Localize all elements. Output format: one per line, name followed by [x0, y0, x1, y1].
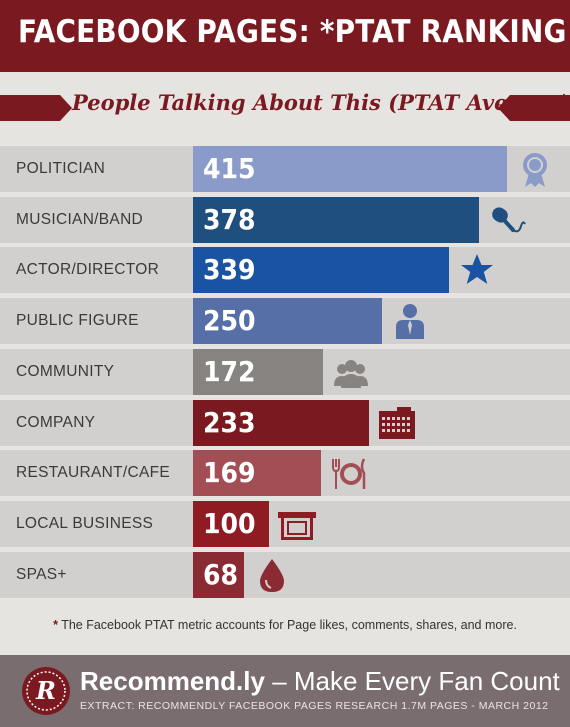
- brand-line: Recommend.ly – Make Every Fan Count: [80, 666, 560, 697]
- category-label: SPAS+: [16, 565, 67, 583]
- row-background: [0, 551, 570, 598]
- bar: [193, 500, 269, 547]
- person-icon: [390, 301, 430, 341]
- logo-letter: R: [35, 676, 56, 705]
- chart-row: RESTAURANT/CAFE 169: [0, 450, 570, 497]
- footnote-marker: *: [53, 618, 58, 632]
- storefront-icon: [277, 504, 317, 544]
- category-label: MUSICIAN/BAND: [16, 210, 144, 228]
- microphone-icon: [487, 200, 527, 240]
- chart-row: MUSICIAN/BAND 378: [0, 196, 570, 243]
- category-label: LOCAL BUSINESS: [16, 514, 154, 532]
- drop-icon: [252, 555, 292, 595]
- data-label: 415: [203, 152, 256, 185]
- chart-row: SPAS+ 68: [0, 551, 570, 598]
- data-label: 250: [203, 304, 256, 338]
- ribbon-arrow-right: [498, 95, 510, 121]
- group-icon: [331, 352, 371, 392]
- bar: [193, 551, 245, 598]
- bar: [193, 298, 383, 345]
- category-label: POLITICIAN: [16, 160, 106, 177]
- category-label: RESTAURANT/CAFE: [16, 464, 171, 482]
- data-label: 378: [203, 202, 256, 236]
- ribbon-arrow-left: [60, 95, 72, 121]
- brand-tagline: – Make Every Fan Count: [272, 666, 560, 696]
- brand-name: Recommend.ly: [80, 666, 265, 696]
- chart-row: COMPANY 233: [0, 399, 570, 446]
- chart-row: ACTOR/DIRECTOR 339: [0, 247, 570, 294]
- data-label: 172: [203, 354, 256, 388]
- footnote: * The Facebook PTAT metric accounts for …: [0, 618, 570, 632]
- data-label: 100: [203, 506, 256, 540]
- star-icon: [457, 250, 497, 290]
- bar: [193, 399, 370, 446]
- bar: [193, 247, 450, 294]
- category-label: PUBLIC FIGURE: [16, 312, 139, 330]
- chart-row: COMMUNITY 172: [0, 348, 570, 395]
- chart-subtitle: People Talking About This (PTAT Average): [72, 90, 570, 115]
- data-label: 169: [203, 456, 256, 490]
- chart-row: LOCAL BUSINESS 100: [0, 500, 570, 547]
- header-banner: FACEBOOK PAGES: *PTAT RANKING: [0, 0, 570, 72]
- ribbon-left: [0, 95, 60, 121]
- plate-cutlery-icon: [329, 453, 369, 493]
- chart-row: PUBLIC FIGURE 250: [0, 298, 570, 345]
- chart-row: POLITICIAN 415: [0, 146, 570, 192]
- category-label: COMPANY: [16, 413, 96, 431]
- footnote-text: The Facebook PTAT metric accounts for Pa…: [61, 618, 517, 632]
- bar: [193, 450, 321, 497]
- bar: [193, 348, 324, 395]
- bar: [193, 146, 507, 192]
- data-label: 233: [203, 405, 256, 439]
- data-label: 339: [203, 253, 256, 287]
- category-label: COMMUNITY: [16, 362, 115, 380]
- building-icon: [377, 403, 417, 443]
- ribbon-right: [510, 95, 570, 121]
- source-extract: EXTRACT: RECOMMENDLY FACEBOOK PAGES RESE…: [80, 700, 549, 712]
- category-label: ACTOR/DIRECTOR: [16, 261, 160, 279]
- recommendly-logo-icon: R: [22, 667, 70, 715]
- award-ribbon-icon: [515, 149, 555, 189]
- footer: [0, 655, 570, 727]
- data-label: 68: [203, 557, 239, 591]
- bar: [193, 196, 479, 243]
- page-title: FACEBOOK PAGES: *PTAT RANKING: [18, 14, 567, 50]
